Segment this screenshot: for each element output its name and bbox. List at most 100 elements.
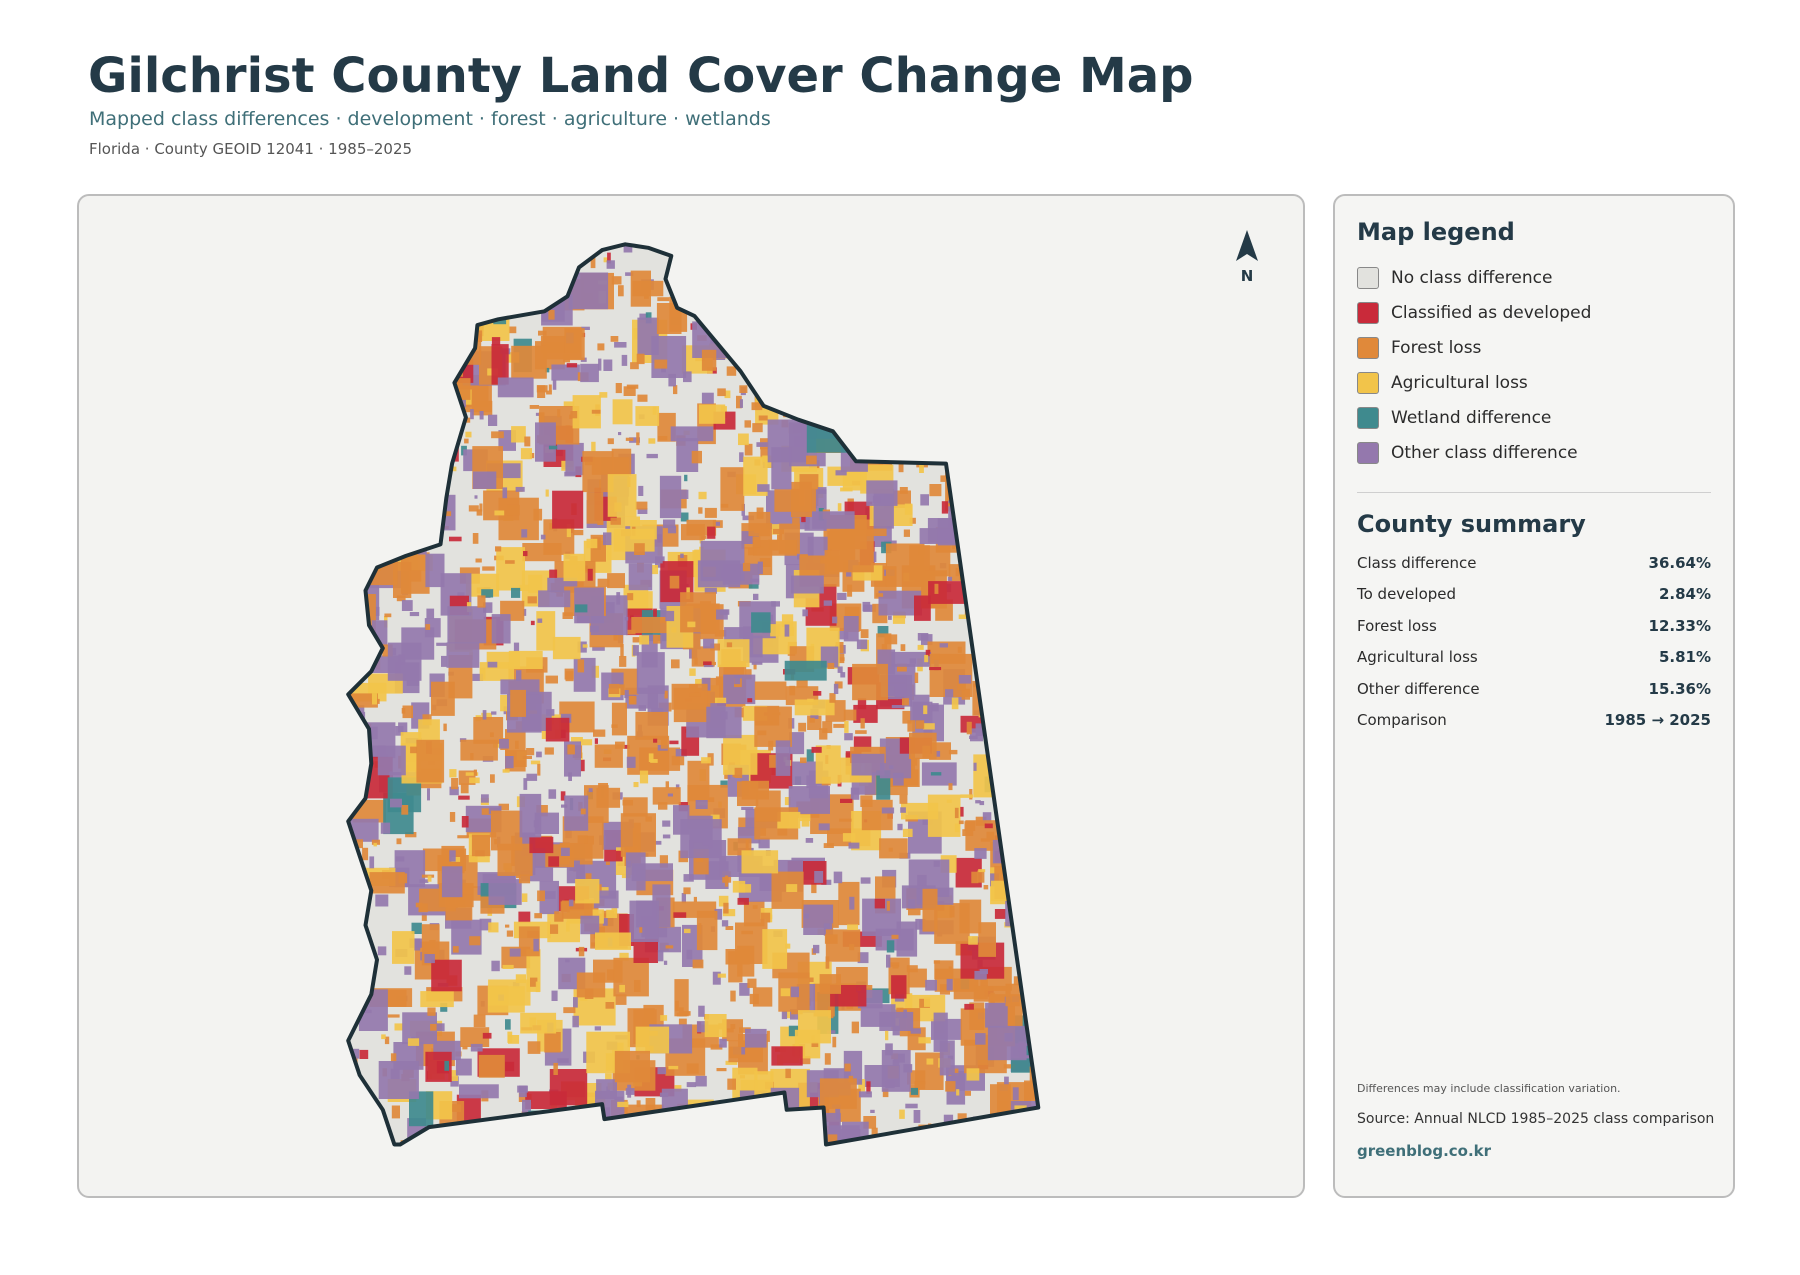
legend-item: Other class difference xyxy=(1357,441,1578,465)
change-patch xyxy=(784,273,788,281)
change-patch xyxy=(561,804,568,808)
change-patch xyxy=(1052,964,1060,974)
change-patch xyxy=(574,604,588,613)
change-patch xyxy=(773,367,809,399)
change-patch xyxy=(387,266,400,270)
change-patch xyxy=(988,489,1024,531)
change-patch xyxy=(909,732,937,759)
change-patch xyxy=(945,689,954,698)
change-patch xyxy=(970,548,978,555)
change-patch xyxy=(974,970,987,980)
change-patch xyxy=(1050,1128,1060,1136)
change-patch xyxy=(886,954,891,968)
change-patch xyxy=(816,325,839,346)
change-patch xyxy=(794,699,835,716)
change-patch xyxy=(1033,975,1039,981)
change-patch xyxy=(538,590,571,608)
change-patch xyxy=(576,972,606,998)
change-patch xyxy=(1038,1135,1039,1145)
change-patch xyxy=(1033,644,1039,657)
change-patch xyxy=(393,493,428,512)
change-patch xyxy=(785,1068,791,1079)
source: Source: Annual NLCD 1985–2025 class comp… xyxy=(1357,1111,1715,1127)
change-patch xyxy=(888,615,892,620)
change-patch xyxy=(897,663,907,672)
change-patch xyxy=(729,334,754,360)
change-patch xyxy=(548,244,553,254)
change-patch xyxy=(951,697,959,710)
change-patch xyxy=(878,317,886,321)
change-patch xyxy=(790,627,794,636)
summary-row: To developed 2.84% xyxy=(1357,585,1711,603)
legend-item: Agricultural loss xyxy=(1357,371,1528,395)
change-patch xyxy=(460,783,469,794)
change-patch xyxy=(907,260,914,271)
change-patch xyxy=(695,272,699,278)
change-patch xyxy=(975,1033,986,1045)
change-patch xyxy=(983,885,989,890)
change-patch xyxy=(568,772,572,781)
meta: Florida · County GEOID 12041 · 1985–2025 xyxy=(89,140,413,158)
change-patch xyxy=(357,536,366,542)
change-patch xyxy=(615,383,622,394)
change-patch xyxy=(823,397,838,418)
change-patch xyxy=(696,1021,709,1033)
change-patch xyxy=(1056,1098,1065,1106)
change-patch xyxy=(522,755,532,759)
change-patch xyxy=(1009,881,1018,892)
change-patch xyxy=(401,507,412,515)
change-patch xyxy=(729,1046,742,1059)
change-patch xyxy=(1049,744,1057,750)
change-patch xyxy=(550,924,559,934)
change-patch xyxy=(490,1133,510,1145)
change-patch xyxy=(835,470,847,476)
change-patch xyxy=(978,323,983,331)
change-patch xyxy=(428,261,465,281)
change-patch xyxy=(522,301,535,307)
change-patch xyxy=(788,376,795,385)
change-patch xyxy=(966,387,977,398)
change-patch xyxy=(912,285,922,293)
change-patch xyxy=(897,359,927,397)
change-patch xyxy=(569,1147,578,1152)
change-patch xyxy=(435,407,455,446)
summary-label: Forest loss xyxy=(1357,616,1437,635)
change-patch xyxy=(415,1158,428,1164)
change-patch xyxy=(1018,247,1039,277)
change-patch xyxy=(1048,987,1078,1006)
change-patch xyxy=(659,855,668,868)
change-patch xyxy=(657,950,664,962)
change-patch xyxy=(969,789,973,800)
change-patch xyxy=(1039,913,1047,920)
change-patch xyxy=(832,1036,837,1048)
summary-row: Comparison 1985 → 2025 xyxy=(1357,711,1711,729)
change-patch xyxy=(406,400,426,421)
change-patch xyxy=(727,1078,736,1090)
change-patch xyxy=(839,818,852,822)
change-patch xyxy=(401,600,413,611)
change-patch xyxy=(710,1044,723,1050)
change-patch xyxy=(1059,1162,1063,1171)
change-patch xyxy=(586,492,604,524)
change-patch xyxy=(425,250,429,262)
change-patch xyxy=(866,1081,871,1094)
change-patch xyxy=(1022,1146,1052,1180)
change-patch xyxy=(734,767,743,778)
change-patch xyxy=(768,360,777,371)
change-patch xyxy=(941,501,949,514)
change-patch xyxy=(491,337,501,346)
change-patch xyxy=(895,380,915,405)
change-patch xyxy=(458,795,470,800)
change-patch xyxy=(704,1014,727,1038)
change-patch xyxy=(844,721,849,733)
change-patch xyxy=(393,290,418,333)
change-patch xyxy=(812,511,855,529)
change-patch xyxy=(1055,777,1059,787)
change-patch xyxy=(530,977,538,987)
change-patch xyxy=(605,861,610,865)
change-patch xyxy=(1053,636,1064,640)
change-patch xyxy=(1032,354,1039,361)
change-patch xyxy=(703,661,712,666)
change-patch xyxy=(1043,563,1055,575)
change-patch xyxy=(1058,290,1067,297)
